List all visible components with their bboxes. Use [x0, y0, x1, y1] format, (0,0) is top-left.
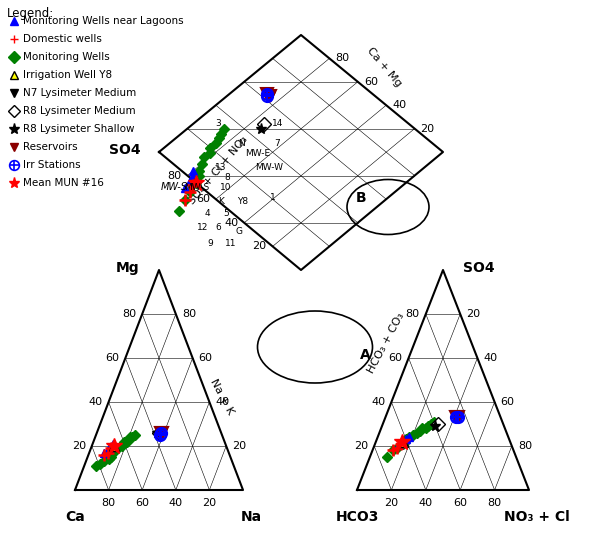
- Text: 5: 5: [223, 210, 229, 218]
- Text: 40: 40: [88, 397, 103, 407]
- Text: 40: 40: [215, 397, 230, 407]
- Text: N: N: [238, 139, 245, 149]
- Text: 60: 60: [364, 77, 378, 87]
- Text: NO₃ + Cl: NO₃ + Cl: [504, 510, 570, 524]
- Text: Mg: Mg: [115, 261, 139, 275]
- Text: HCO₃ + CO₃: HCO₃ + CO₃: [366, 311, 406, 375]
- Text: SO₄ + Cl + NO₃: SO₄ + Cl + NO₃: [187, 134, 250, 206]
- Text: HCO3: HCO3: [335, 510, 379, 524]
- Text: 60: 60: [106, 353, 119, 363]
- Text: SO4: SO4: [463, 261, 494, 275]
- Text: 60: 60: [135, 498, 149, 508]
- Text: Irrigation Well Y8: Irrigation Well Y8: [23, 70, 112, 80]
- Text: 20: 20: [466, 309, 481, 319]
- Text: Domestic wells: Domestic wells: [23, 34, 102, 44]
- Text: B: B: [356, 191, 367, 205]
- Text: N7 Lysimeter Medium: N7 Lysimeter Medium: [23, 88, 136, 98]
- Text: Irr Stations: Irr Stations: [23, 160, 80, 170]
- Text: Mean MUN #16: Mean MUN #16: [23, 178, 104, 188]
- Text: MW-E: MW-E: [245, 150, 270, 158]
- Text: 20: 20: [354, 441, 368, 451]
- Text: 80: 80: [182, 309, 196, 319]
- Text: 40: 40: [224, 218, 238, 228]
- Text: Reservoirs: Reservoirs: [23, 142, 77, 152]
- Text: SO4: SO4: [109, 143, 141, 157]
- Text: 20: 20: [232, 441, 247, 451]
- Text: Legend:: Legend:: [7, 7, 54, 20]
- Text: 20: 20: [421, 124, 435, 133]
- Text: 80: 80: [101, 498, 116, 508]
- Text: Monitoring Wells: Monitoring Wells: [23, 52, 110, 62]
- Text: 1: 1: [270, 192, 276, 202]
- Text: 80: 80: [488, 498, 502, 508]
- Text: Na + K: Na + K: [209, 378, 236, 417]
- Text: 40: 40: [371, 397, 385, 407]
- Text: 10: 10: [220, 183, 232, 191]
- Text: 40: 40: [392, 100, 406, 110]
- Text: 60: 60: [500, 397, 515, 407]
- Text: 80: 80: [406, 309, 420, 319]
- Text: 40: 40: [484, 353, 497, 363]
- Text: MW-S: MW-S: [184, 183, 209, 191]
- Text: 7: 7: [274, 139, 280, 149]
- Text: 80: 80: [518, 441, 532, 451]
- Text: MW-S: MW-S: [161, 182, 188, 192]
- Text: 60: 60: [196, 194, 210, 204]
- Text: 20: 20: [253, 241, 266, 251]
- Text: Ca: Ca: [65, 510, 85, 524]
- Text: R8 Lysimeter Shallow: R8 Lysimeter Shallow: [23, 124, 134, 134]
- Text: 11: 11: [225, 240, 236, 248]
- Text: 20: 20: [385, 498, 398, 508]
- Text: 60: 60: [389, 353, 403, 363]
- Text: 14: 14: [272, 119, 283, 128]
- Text: R8 Lysimeter Medium: R8 Lysimeter Medium: [23, 106, 136, 116]
- Text: 40: 40: [169, 498, 183, 508]
- Text: Y8: Y8: [237, 197, 248, 207]
- Text: 4: 4: [205, 210, 211, 218]
- Text: Monitoring Wells near Lagoons: Monitoring Wells near Lagoons: [23, 16, 184, 26]
- Text: 9: 9: [207, 240, 213, 248]
- Text: 12: 12: [197, 223, 208, 231]
- Text: 80: 80: [122, 309, 136, 319]
- Text: G: G: [236, 228, 243, 236]
- Text: 8: 8: [224, 172, 230, 182]
- Text: 80: 80: [167, 171, 181, 180]
- Text: MW-W: MW-W: [255, 163, 283, 171]
- Text: 20: 20: [202, 498, 217, 508]
- Text: 60: 60: [199, 353, 212, 363]
- Text: A: A: [360, 348, 371, 362]
- Text: 6: 6: [215, 223, 221, 231]
- Text: 60: 60: [453, 498, 467, 508]
- Text: 13: 13: [215, 163, 227, 171]
- Text: K: K: [218, 197, 224, 207]
- Text: 80: 80: [335, 54, 350, 63]
- Text: 40: 40: [419, 498, 433, 508]
- Text: 20: 20: [71, 441, 86, 451]
- Text: 3: 3: [215, 119, 221, 128]
- Text: Ca + Mg: Ca + Mg: [365, 46, 403, 88]
- Text: Na: Na: [241, 510, 262, 524]
